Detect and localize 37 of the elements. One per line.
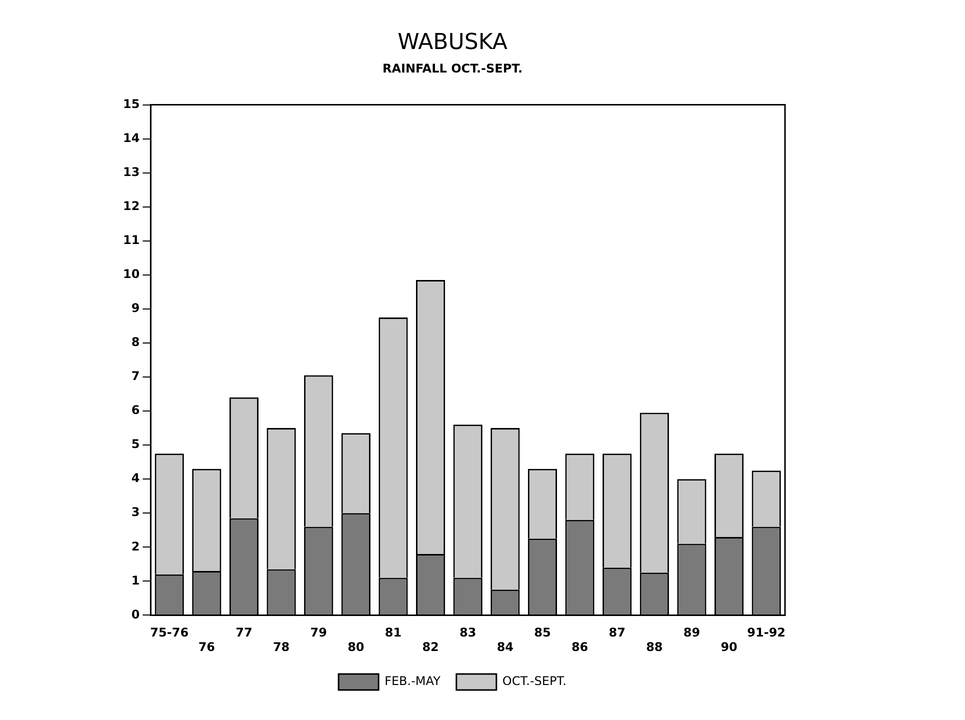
y-tick-label: 11: [122, 233, 140, 248]
legend-label: FEB.-MAY: [384, 674, 442, 688]
y-tick-label: 13: [122, 164, 140, 179]
x-tick-label: 77: [236, 626, 252, 640]
x-tick-label: 75-76: [150, 626, 189, 640]
x-tick-label: 80: [348, 640, 364, 654]
x-tick-label: 79: [310, 626, 327, 640]
x-tick-label: 88: [646, 640, 663, 654]
chart-title: WABUSKA: [398, 30, 508, 55]
y-tick-label: 12: [122, 199, 140, 214]
y-tick-label: 4: [131, 471, 140, 486]
y-tick-label: 1: [131, 573, 140, 588]
y-tick-label: 7: [131, 369, 140, 384]
x-tick-label: 86: [571, 640, 588, 654]
x-tick-label: 85: [534, 626, 551, 640]
x-tick-label: 83: [460, 626, 476, 640]
x-tick-label: 89: [683, 626, 700, 640]
legend-label: OCT.-SEPT.: [502, 674, 566, 688]
x-tick-label: 91-92: [747, 626, 786, 640]
x-tick-label: 81: [384, 626, 402, 640]
y-tick-label: 5: [131, 437, 140, 452]
x-tick-label: 82: [422, 640, 439, 654]
y-tick-label: 2: [131, 539, 140, 554]
chart-subtitle: RAINFALL OCT.-SEPT.: [382, 62, 523, 76]
x-tick-label: 84: [496, 640, 514, 654]
x-tick-label: 76: [198, 640, 216, 654]
y-tick-label: 15: [122, 96, 140, 111]
y-tick-label: 8: [131, 335, 140, 350]
y-tick-label: 14: [122, 130, 140, 145]
y-tick-label: 0: [131, 607, 140, 622]
x-tick-label: 87: [608, 626, 626, 640]
y-tick-label: 3: [131, 505, 140, 520]
x-tick-label: 78: [272, 640, 290, 654]
x-tick-label: 90: [720, 640, 738, 654]
y-tick-label: 9: [131, 301, 140, 316]
y-tick-label: 10: [122, 267, 140, 282]
y-tick-label: 6: [131, 403, 140, 418]
